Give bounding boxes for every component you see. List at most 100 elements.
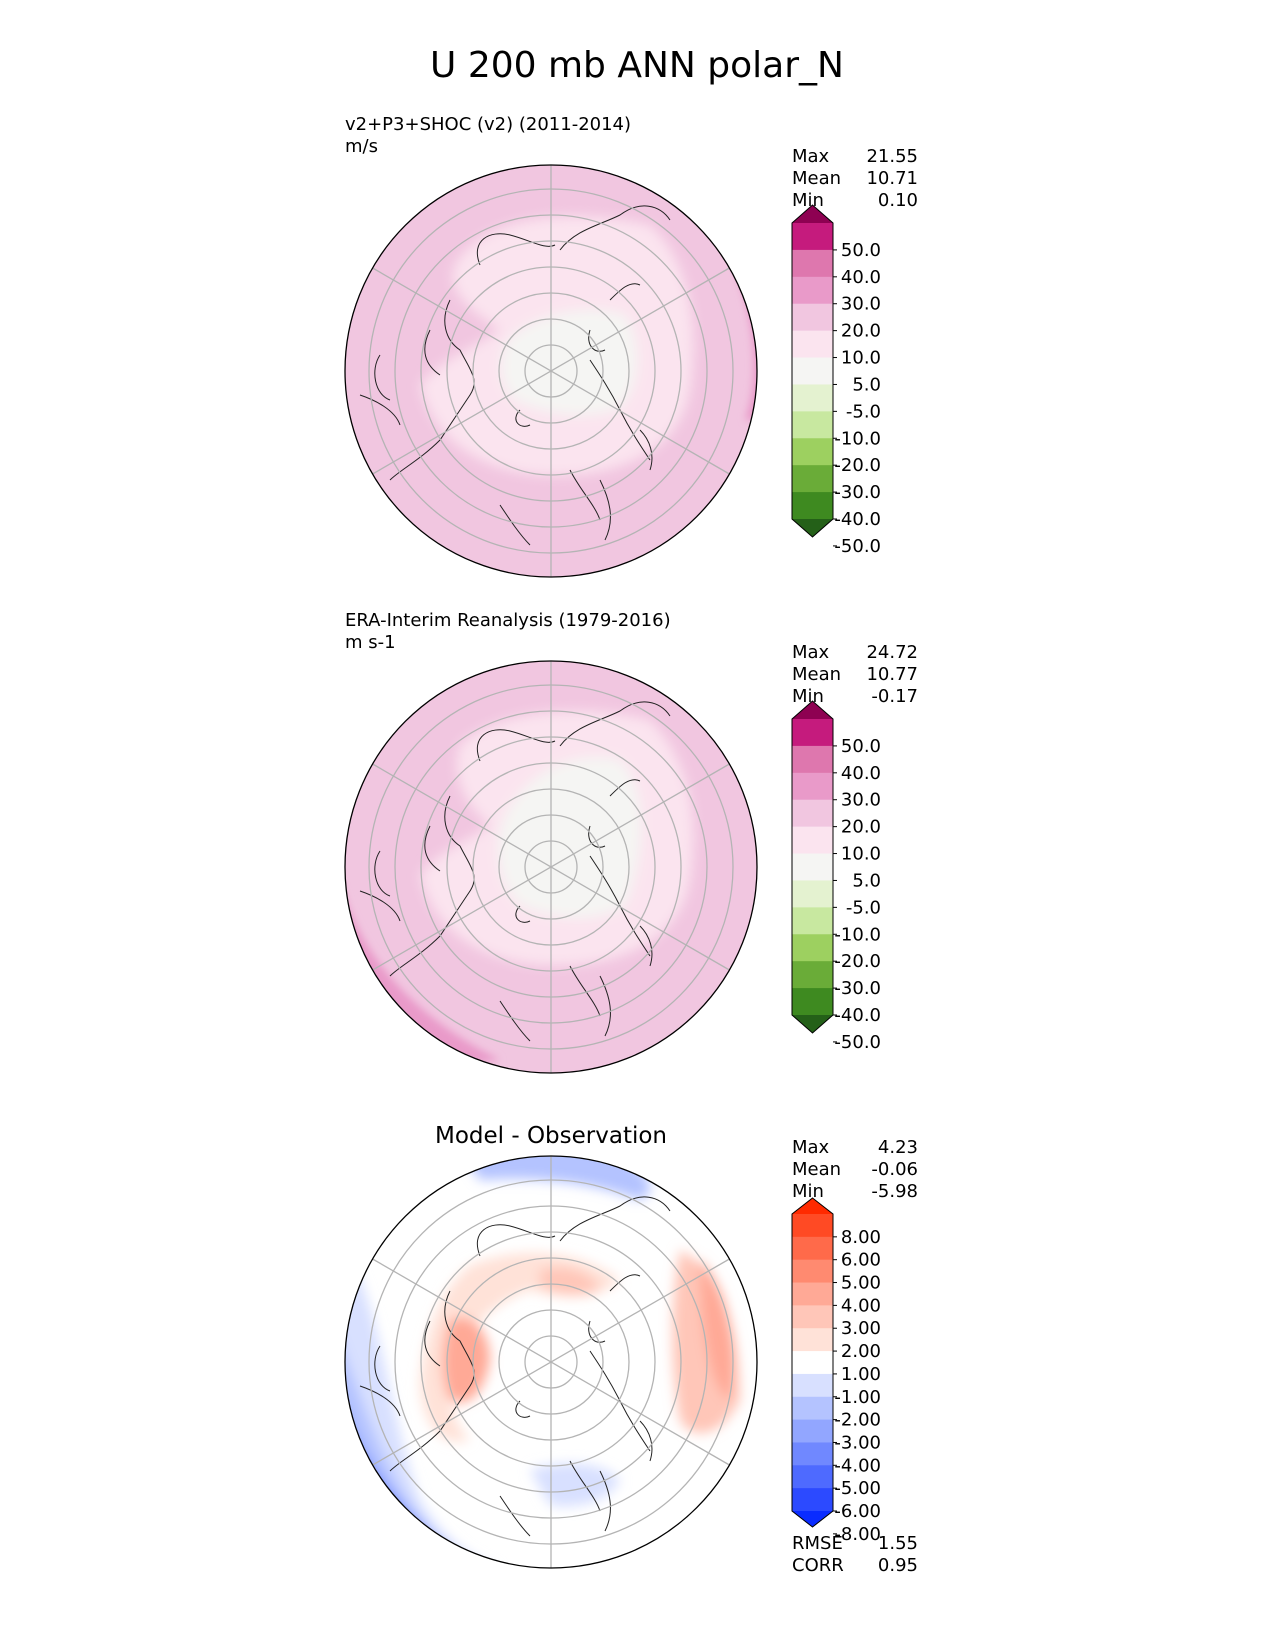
panel-test-map xyxy=(344,164,758,578)
panel-test-name: v2+P3+SHOC (v2) (2011-2014) xyxy=(345,114,631,135)
stat-min-label: Min xyxy=(792,1181,824,1202)
colorbar-segment xyxy=(792,357,833,386)
stat-max-label: Max xyxy=(792,1137,830,1158)
colorbar-tick-label: -1.00 xyxy=(834,1387,881,1408)
panel-difference-coastlines xyxy=(359,1196,671,1537)
colorbar-segment xyxy=(792,799,833,828)
colorbar-tick-label: -10.0 xyxy=(834,428,881,449)
colorbar-segment xyxy=(792,880,833,908)
stat-mean-label: Mean xyxy=(792,1159,841,1180)
stat-min-value: 0.10 xyxy=(878,190,918,211)
metric-corr-label: CORR xyxy=(792,1555,844,1576)
panel-reference-stats: Max 24.72 Mean 10.77 Min -0.17 xyxy=(792,642,918,707)
panel-difference-colorbar: 8.006.005.004.003.002.001.00-1.00-2.00-3… xyxy=(791,1197,881,1545)
colorbar-segment xyxy=(792,492,833,520)
panel-reference: ERA-Interim Reanalysis (1979-2016) m s-1 xyxy=(344,610,918,1074)
stat-mean-value: 10.77 xyxy=(866,664,918,685)
colorbar-tick-label: 30.0 xyxy=(841,790,881,811)
colorbar-tick-label: 6.00 xyxy=(841,1250,881,1271)
panel-difference-title: Model - Observation xyxy=(435,1123,667,1149)
panel-difference: Model - Observation xyxy=(344,1123,918,1576)
colorbar-tick-label: -6.00 xyxy=(834,1501,881,1522)
stat-max-value: 4.23 xyxy=(878,1137,918,1158)
colorbar-tick-label: 5.00 xyxy=(841,1273,881,1294)
colorbar-segment xyxy=(792,961,833,989)
colorbar-tick-label: -30.0 xyxy=(834,482,881,503)
panel-difference-field xyxy=(345,1156,757,1568)
stat-mean-label: Mean xyxy=(792,168,841,189)
colorbar-segment xyxy=(792,1259,833,1284)
colorbar-tick-label: 20.0 xyxy=(841,817,881,838)
colorbar-segment xyxy=(792,1351,833,1375)
colorbar-segment xyxy=(792,1396,833,1421)
colorbar-tick-label: -20.0 xyxy=(834,455,881,476)
colorbar-tick-label: -3.00 xyxy=(834,1432,881,1453)
colorbar-segment xyxy=(792,1419,833,1444)
stat-mean-value: -0.06 xyxy=(871,1159,918,1180)
colorbar-tick-label: -50.0 xyxy=(834,536,881,557)
colorbar-tick-label: 20.0 xyxy=(841,321,881,342)
colorbar-tick-label: -40.0 xyxy=(834,1005,881,1026)
colorbar-tick-label: -10.0 xyxy=(834,924,881,945)
colorbar-tick-label: 1.00 xyxy=(841,1364,881,1385)
panel-test-stats: Max 21.55 Mean 10.71 Min 0.10 xyxy=(792,146,918,211)
colorbar-tick-label: -8.00 xyxy=(834,1524,881,1545)
colorbar-tick-label: 50.0 xyxy=(841,736,881,757)
colorbar-segment xyxy=(792,772,833,801)
panel-test-field xyxy=(345,165,757,577)
panel-reference-map xyxy=(344,660,758,1074)
colorbar-tick-label: 10.0 xyxy=(841,844,881,865)
colorbar-segment xyxy=(792,303,833,332)
panel-reference-gridlines xyxy=(368,661,734,1073)
colorbar-segment xyxy=(792,1214,833,1238)
panel-test: v2+P3+SHOC (v2) (2011-2014) m/s xyxy=(344,114,918,578)
panel-difference-gridlines xyxy=(368,1156,734,1568)
colorbar-segment xyxy=(792,1328,833,1352)
stat-max-value: 24.72 xyxy=(866,642,918,663)
panel-test-coastlines xyxy=(359,205,671,546)
colorbar-tick-label: -5.00 xyxy=(834,1478,881,1499)
colorbar-extend-max xyxy=(792,701,833,719)
stat-mean-label: Mean xyxy=(792,664,841,685)
panel-difference-map xyxy=(344,1155,758,1569)
stat-max-label: Max xyxy=(792,146,830,167)
colorbar-tick-label: 10.0 xyxy=(841,348,881,369)
colorbar-segment xyxy=(792,1236,833,1261)
stat-min-label: Min xyxy=(792,686,824,707)
panel-test-gridlines xyxy=(368,165,734,577)
panel-reference-units: m s-1 xyxy=(345,632,396,653)
metric-rmse-label: RMSE xyxy=(792,1533,843,1554)
metric-rmse-value: 1.55 xyxy=(878,1533,918,1554)
colorbar-segment xyxy=(792,1465,833,1489)
stat-max-label: Max xyxy=(792,642,830,663)
colorbar-tick-label: -5.0 xyxy=(846,897,881,918)
panel-difference-frame xyxy=(344,1155,758,1569)
colorbar-extend-min xyxy=(792,519,833,537)
colorbar-segment xyxy=(792,438,833,466)
colorbar-tick-label: 30.0 xyxy=(841,294,881,315)
colorbar-segment xyxy=(792,745,833,774)
colorbar-segment xyxy=(792,1282,833,1306)
colorbar-tick-label: -4.00 xyxy=(834,1455,881,1476)
colorbar-tick-label: 40.0 xyxy=(841,763,881,784)
metric-corr-value: 0.95 xyxy=(878,1555,918,1576)
colorbar-segment xyxy=(792,330,833,359)
colorbar-tick-label: -5.0 xyxy=(846,401,881,422)
colorbar-segment xyxy=(792,907,833,935)
colorbar-tick-label: 8.00 xyxy=(841,1227,881,1248)
stat-min-label: Min xyxy=(792,190,824,211)
colorbar-tick-label: -20.0 xyxy=(834,951,881,972)
colorbar-tick-label: 40.0 xyxy=(841,267,881,288)
colorbar-tick-label: 3.00 xyxy=(841,1318,881,1339)
colorbar-segment xyxy=(792,276,833,305)
colorbar-extend-max xyxy=(792,205,833,223)
colorbar-segment xyxy=(792,853,833,882)
colorbar-segment xyxy=(792,223,833,251)
colorbar-segment xyxy=(792,384,833,412)
colorbar-segment xyxy=(792,1442,833,1466)
stat-max-value: 21.55 xyxy=(866,146,918,167)
colorbar-segment xyxy=(792,1305,833,1329)
panel-test-frame xyxy=(344,164,758,578)
colorbar-segment xyxy=(792,1488,833,1512)
